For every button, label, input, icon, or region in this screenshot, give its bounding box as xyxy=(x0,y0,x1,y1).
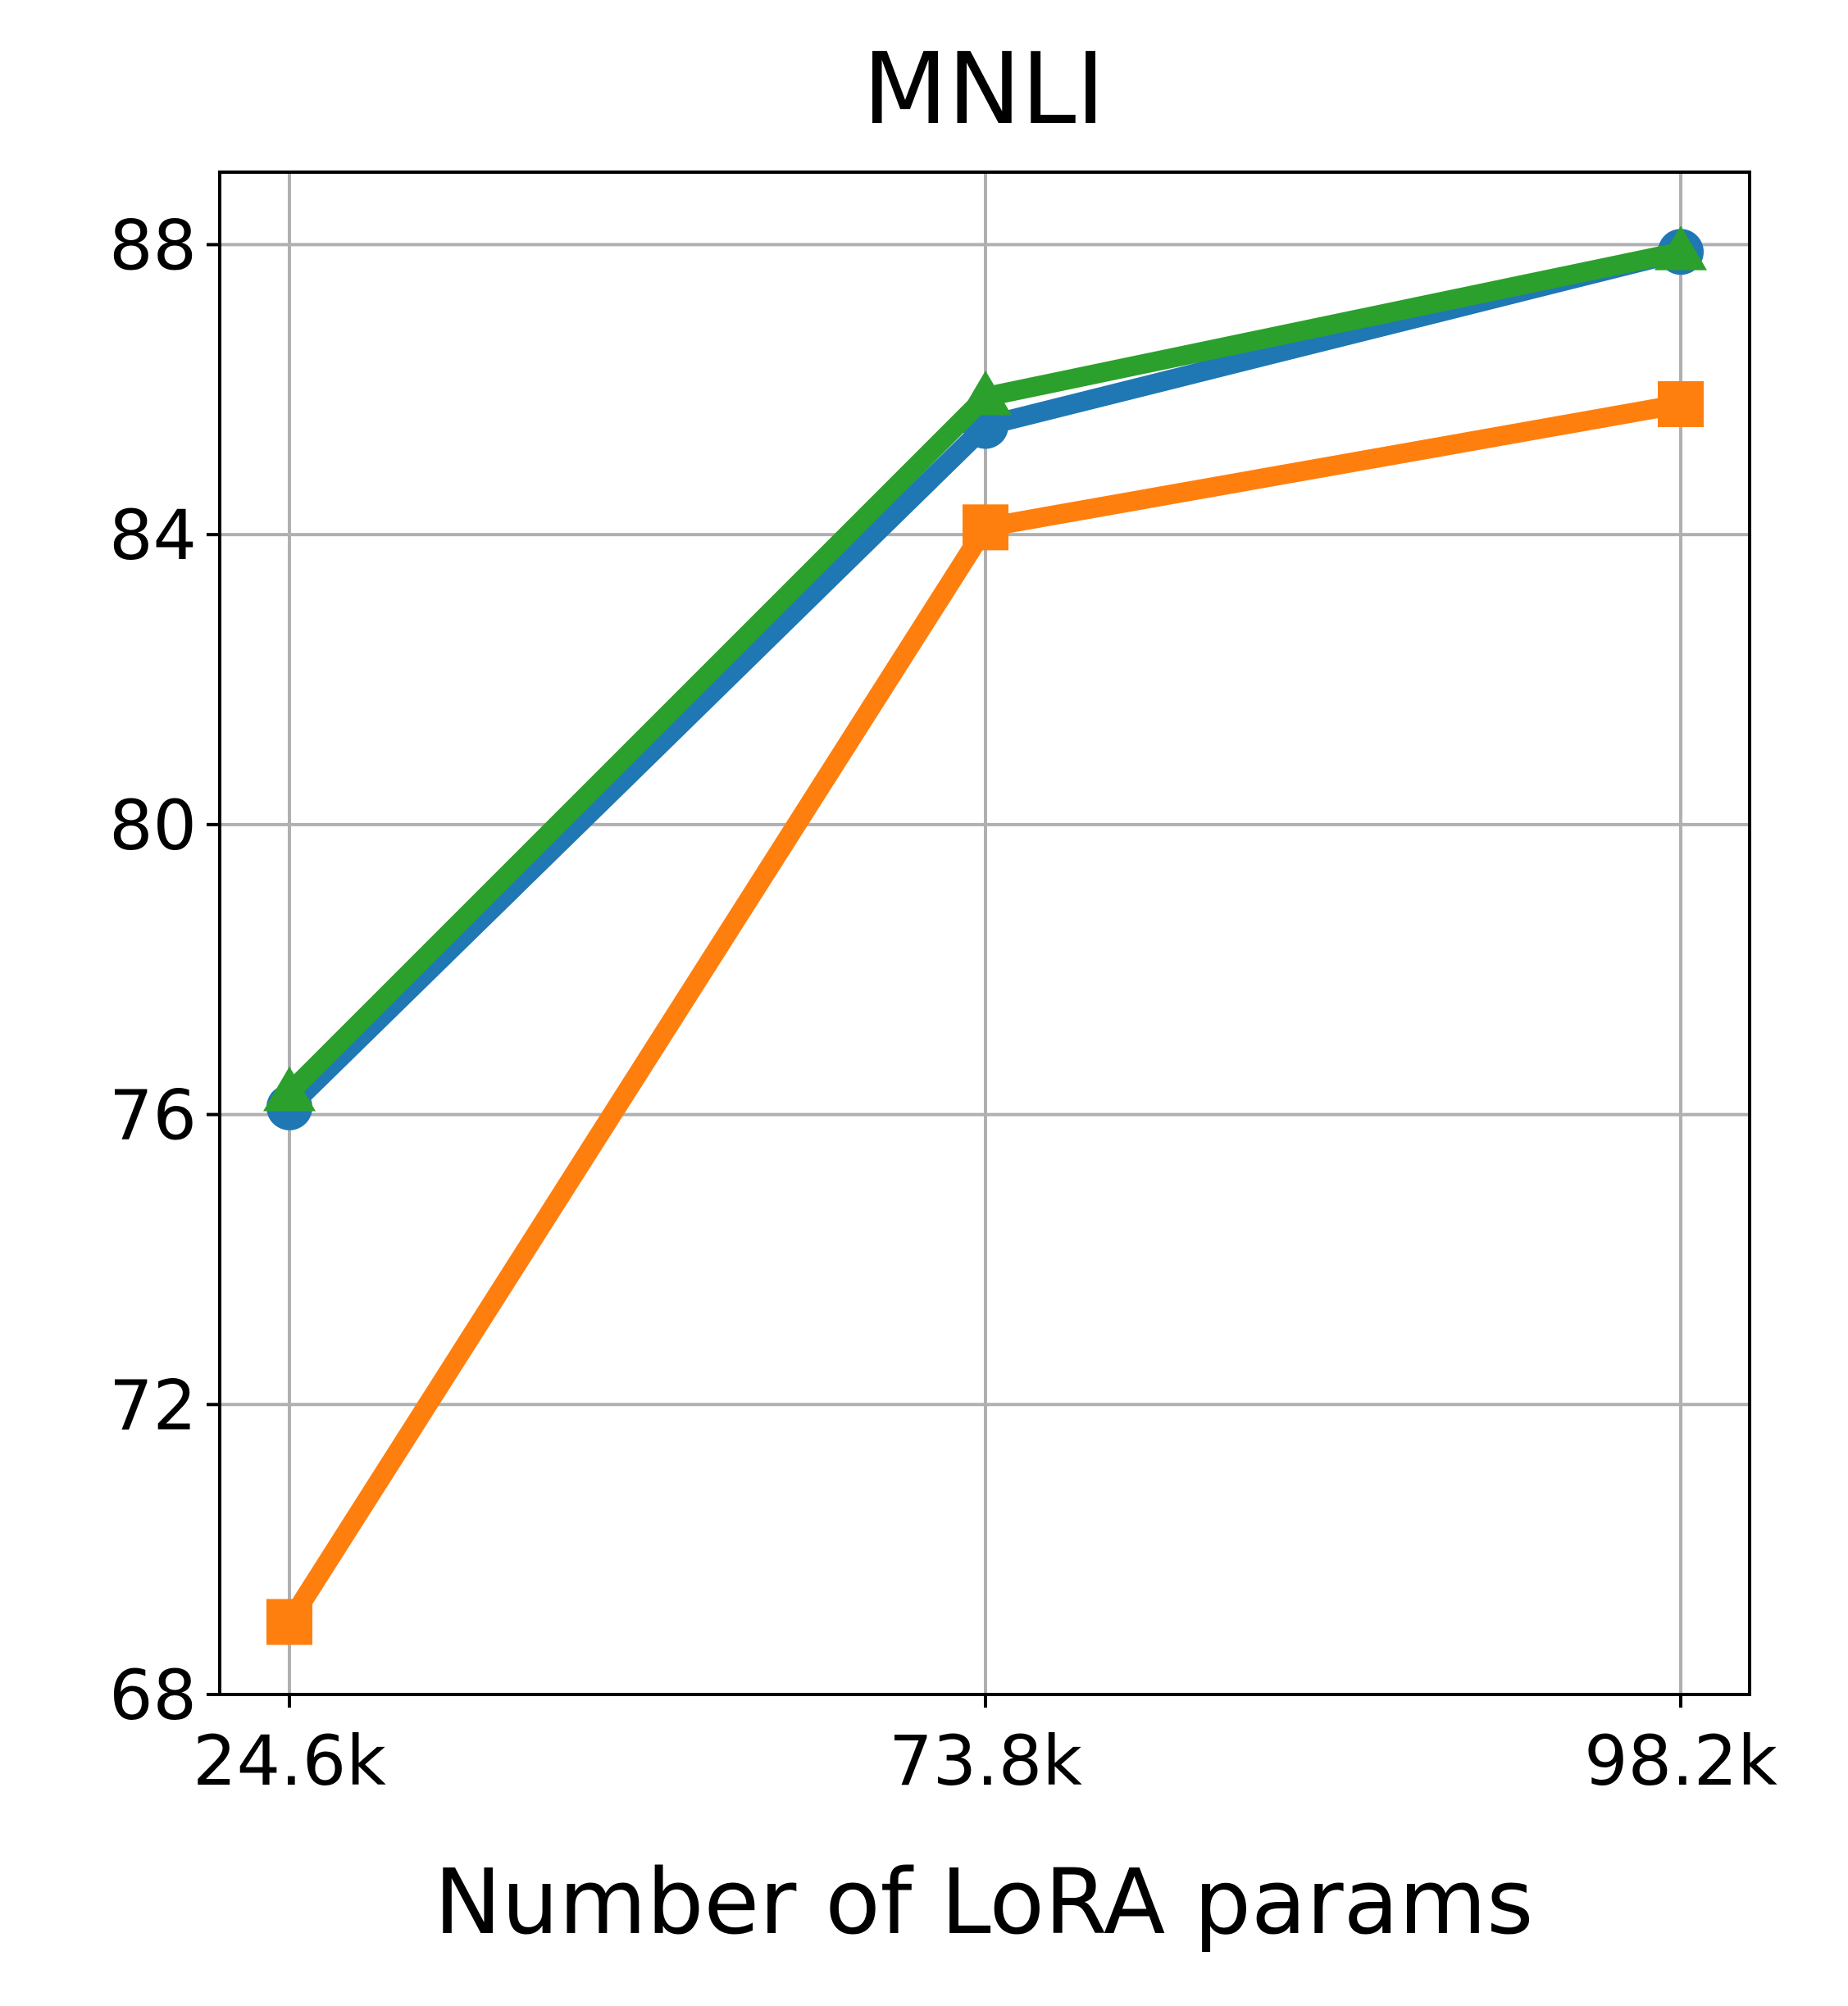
y-tick-label: 80 xyxy=(109,785,197,866)
axis-ticks: 24.6k 73.8k 98.2k 68 72 76 80 84 88 xyxy=(109,205,1777,1801)
data-point-triangle xyxy=(263,1067,316,1112)
x-axis-label: Number of LoRA params xyxy=(434,1849,1533,1954)
chart-title: MNLI xyxy=(863,33,1105,147)
x-tick-label: 24.6k xyxy=(193,1721,386,1801)
data-point-square xyxy=(1658,380,1704,427)
y-tick-label: 76 xyxy=(109,1076,197,1156)
data-point-triangle xyxy=(959,371,1012,416)
plot-frame xyxy=(218,171,1751,1696)
data-point-square xyxy=(266,1599,312,1645)
y-tick-label: 84 xyxy=(109,495,197,575)
data-point-triangle xyxy=(1655,225,1707,271)
x-tick-label: 98.2k xyxy=(1584,1721,1777,1801)
data-point-square xyxy=(963,504,1008,551)
x-tick-label: 73.8k xyxy=(889,1721,1082,1801)
data-series xyxy=(263,225,1707,1645)
y-tick-label: 68 xyxy=(109,1655,197,1735)
y-tick-label: 72 xyxy=(109,1365,197,1445)
y-tick-label: 88 xyxy=(109,205,197,285)
